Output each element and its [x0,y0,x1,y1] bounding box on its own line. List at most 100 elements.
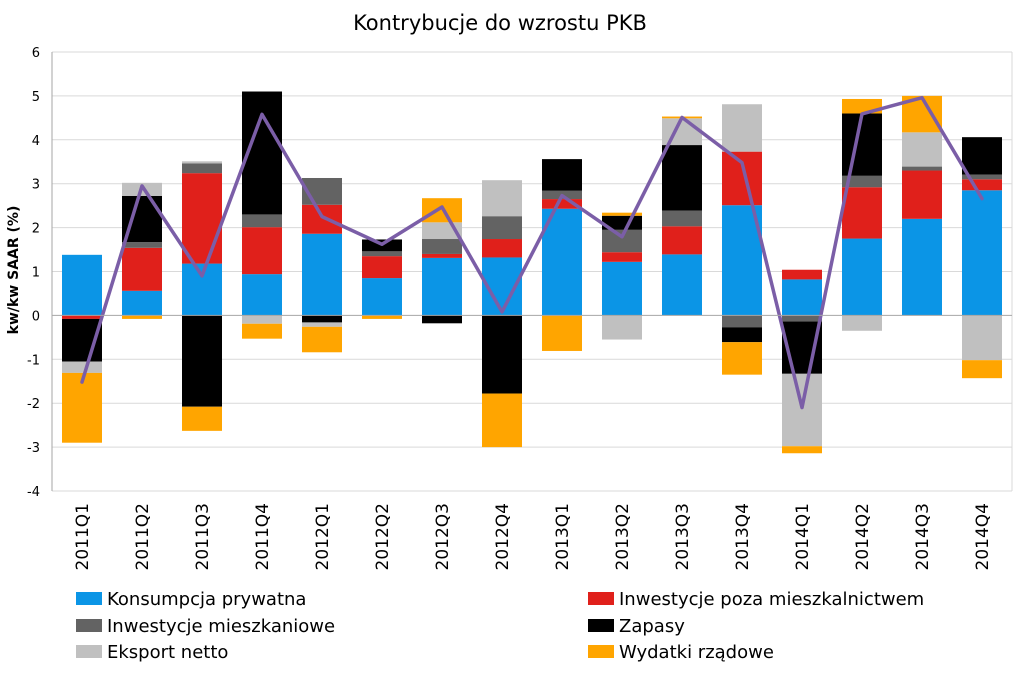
bar-segment-2012Q1-4 [302,315,342,323]
x-tick-label: 2013Q4 [733,503,753,570]
legend-swatch [76,592,102,605]
bar-segment-2014Q1-2 [782,269,822,280]
bar-segment-2014Q2-2 [842,187,882,239]
bar-segment-2012Q4-4 [482,315,522,394]
bar-segment-2011Q3-5 [182,161,222,164]
bar-segment-2014Q4-4 [962,137,1002,175]
bar-segment-2011Q2-2 [122,247,162,291]
bar-segment-2011Q1-2 [62,315,102,319]
gdp-line [80,95,984,410]
bar-segment-2013Q2-1 [602,261,642,316]
bar-segment-2014Q1-5 [782,373,822,447]
legend-swatch [76,645,102,658]
x-tick-label: 2014Q3 [913,503,933,570]
bar-segment-2011Q2-3 [122,242,162,248]
bar-segment-2011Q2-1 [122,290,162,316]
bar-segment-2014Q4-3 [962,174,1002,180]
x-tick-label: 2011Q1 [73,503,93,570]
bar-segment-2011Q3-2 [182,173,222,264]
axes: -4 -3 -2 -1 0 1 2 3 4 5 6 2011Q1 2011Q2 2011Q3 2011Q4 2… [27,46,1012,570]
bar-segment-2013Q1-4 [542,159,582,191]
bar-segment-2011Q3-3 [182,163,222,174]
x-tick-label: 2013Q2 [613,503,633,570]
y-tick-label: 4 [32,134,40,149]
bar-segment-2014Q4-2 [962,179,1002,191]
bar-segment-2014Q4-1 [962,190,1002,316]
bar-segment-2011Q1-1 [62,254,102,316]
y-tick-label: -1 [27,353,40,368]
bar-segment-2012Q4-6 [482,393,522,448]
x-tick-label: 2012Q4 [493,503,513,570]
bar-segment-2013Q3-4 [662,145,702,211]
legend-swatch [76,619,102,632]
legend-swatch [588,645,614,658]
bar-segment-2013Q4-6 [722,342,762,375]
bar-segment-2013Q1-1 [542,208,582,316]
bar-segment-2014Q3-5 [902,132,942,167]
x-tick-label: 2013Q3 [673,503,693,570]
y-tick-label: 5 [32,90,40,105]
bar-segment-2011Q3-6 [182,406,222,431]
bar-segment-2011Q4-5 [242,315,282,324]
x-tick-label: 2013Q1 [553,503,573,570]
bar-segment-2012Q1-6 [302,326,342,353]
bar-segment-2014Q2-5 [842,315,882,331]
bar-segment-2012Q3-2 [422,253,462,258]
y-tick-label: 3 [32,178,40,193]
bar-segment-2013Q3-1 [662,254,702,316]
x-tick-label: 2014Q4 [973,503,993,570]
legend-label: Eksport netto [107,642,228,663]
y-tick-label: 1 [32,266,40,281]
bar-segment-2014Q4-6 [962,360,1002,379]
bar-segment-2013Q2-5 [602,315,642,340]
bar-segment-2011Q4-1 [242,274,282,316]
x-tick-label: 2011Q3 [193,503,213,570]
bar-segment-2011Q4-2 [242,227,282,275]
bar-segment-2011Q1-6 [62,372,102,443]
gdp-line-layer [80,95,984,410]
legend: Konsumpcja prywatna Inwestycje poza miesz… [76,589,924,663]
bar-segment-2012Q2-2 [362,256,402,279]
bar-segment-2012Q4-2 [482,239,522,258]
bar-segment-2013Q4-5 [722,104,762,152]
bar-segment-2014Q2-3 [842,175,882,188]
x-tick-label: 2012Q2 [373,503,393,570]
y-tick-label: -2 [27,397,40,412]
x-tick-label: 2011Q4 [253,503,273,570]
bar-segment-2011Q4-6 [242,323,282,339]
bar-segment-2014Q2-1 [842,238,882,316]
legend-label: Zapasy [619,616,685,637]
legend-label: Konsumpcja prywatna [107,589,306,610]
x-tick-label: 2014Q1 [793,503,813,570]
bar-segment-2012Q3-3 [422,239,462,254]
legend-label: Inwestycje mieszkaniowe [107,616,335,637]
bar-segment-2012Q4-3 [482,216,522,240]
bar-segment-2012Q1-2 [302,204,342,234]
bar-segment-2012Q2-6 [362,315,402,319]
bar-segment-2013Q4-3 [722,315,762,328]
x-tick-label: 2012Q1 [313,503,333,570]
bar-segment-2013Q1-6 [542,315,582,351]
bar-segment-2014Q1-1 [782,279,822,316]
bar-segment-2011Q1-5 [62,361,102,373]
bar-segment-2012Q3-1 [422,257,462,316]
bar-segment-2013Q4-4 [722,327,762,343]
bar-segment-2012Q4-5 [482,180,522,217]
bar-segment-2014Q4-5 [962,315,1002,361]
bar-segment-2013Q3-3 [662,210,702,227]
bar-segment-2014Q3-3 [902,166,942,171]
bar-segment-2014Q2-4 [842,113,882,176]
x-tick-label: 2012Q3 [433,503,453,570]
legend-label: Inwestycje poza mieszkalnictwem [619,589,924,610]
bar-segment-2014Q3-1 [902,218,942,316]
y-tick-label: -4 [27,485,40,500]
bar-segment-2012Q2-1 [362,278,402,316]
legend-swatch [588,592,614,605]
bars [62,91,1002,454]
bar-segment-2014Q1-3 [782,315,822,322]
y-tick-label: 0 [32,309,40,324]
bar-segment-2013Q2-3 [602,229,642,253]
bar-segment-2013Q2-6 [602,212,642,216]
